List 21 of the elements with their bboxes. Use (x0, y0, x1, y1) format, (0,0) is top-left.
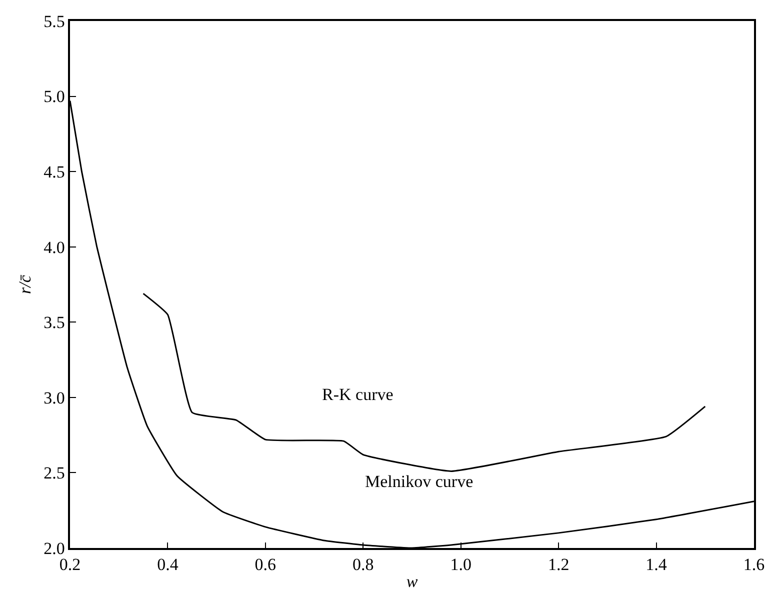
x-tick-label: 0.4 (157, 555, 179, 574)
y-axis-title: r/c̄ (16, 274, 35, 294)
line-series (142, 292, 706, 472)
x-tick-label: 0.8 (352, 555, 374, 574)
y-tick-label: 5.5 (44, 12, 65, 31)
y-tick-label: 4.0 (44, 238, 65, 257)
y-tick-label: 4.5 (44, 162, 65, 182)
y-tick-label: 3.0 (44, 388, 65, 408)
x-tick-label: 1.4 (646, 555, 668, 574)
x-tick-label: 1.6 (743, 555, 765, 574)
y-tick-label: 2.0 (44, 538, 65, 558)
annotation: Melnikov curve (365, 472, 474, 491)
y-tick-label: 3.5 (44, 313, 65, 332)
annotation: R-K curve (322, 385, 394, 404)
y-tick-label: 2.5 (44, 464, 65, 483)
y-tick-label: 5.0 (44, 87, 65, 106)
x-tick-label: 0.2 (59, 555, 81, 574)
x-tick-label: 1.2 (548, 555, 570, 574)
x-axis-title: w (406, 572, 418, 592)
x-tick-label: 1.0 (450, 555, 472, 574)
x-tick-label: 0.6 (254, 555, 276, 574)
